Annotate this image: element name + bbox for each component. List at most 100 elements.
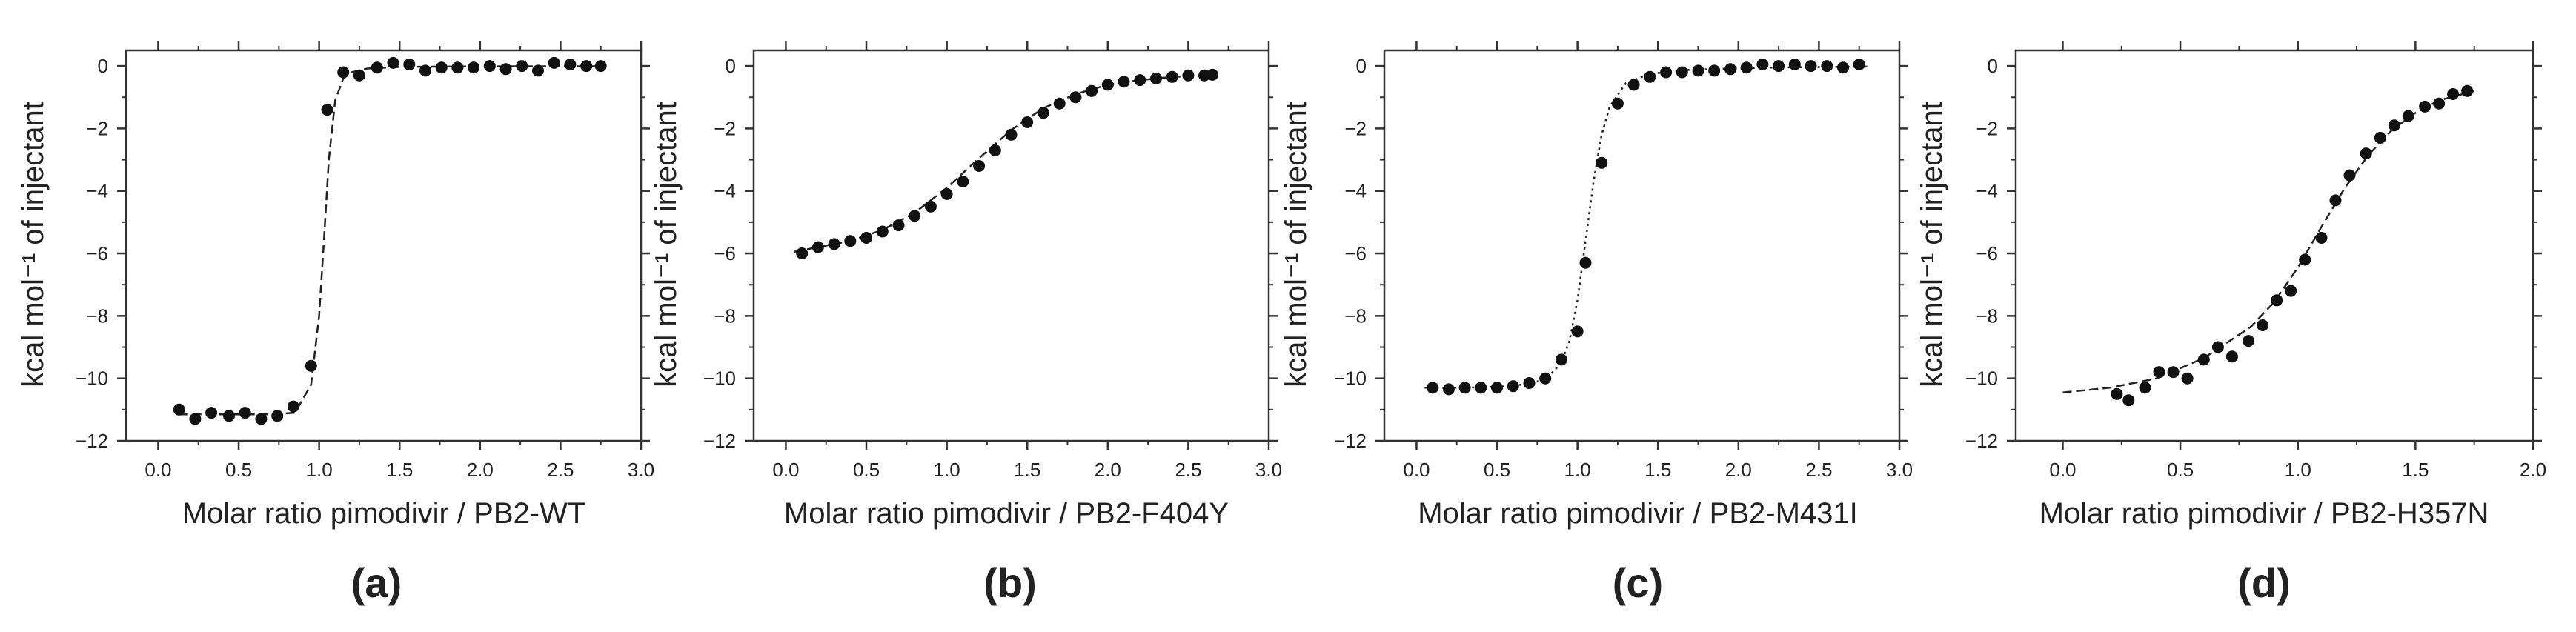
- y-tick-label: −6: [1344, 242, 1367, 265]
- x-tick-label: 3.0: [1886, 459, 1913, 481]
- x-tick-label: 0.5: [225, 459, 252, 481]
- data-point: [287, 400, 299, 413]
- data-point: [1442, 383, 1455, 396]
- x-tick-label: 3.0: [628, 459, 654, 481]
- data-point: [594, 60, 607, 73]
- data-point: [419, 64, 431, 77]
- data-point: [940, 187, 953, 200]
- data-point: [205, 407, 218, 419]
- data-point: [892, 219, 905, 232]
- data-point: [1692, 64, 1704, 77]
- data-point: [371, 61, 383, 74]
- x-tick-label: 0.0: [1403, 459, 1430, 481]
- data-point: [1458, 382, 1471, 394]
- panel-label: (d): [2237, 559, 2291, 606]
- plot-frame: [2014, 49, 2534, 442]
- data-point: [876, 225, 889, 238]
- data-point: [2271, 294, 2283, 307]
- y-axis-label: kcal mol⁻¹ of injectant: [17, 102, 50, 387]
- data-point: [1821, 60, 1833, 73]
- data-point: [483, 60, 496, 73]
- data-point: [2433, 97, 2446, 110]
- data-point: [924, 200, 937, 213]
- data-point: [2225, 350, 2238, 363]
- chart-panel-4: 0 −2 −4 −6 −8 −10 −12 0.0 0.5 1.0 1.5 2.0 kcal mol⁻¹…: [1916, 41, 2546, 606]
- data-point: [1740, 61, 1753, 74]
- data-point: [2197, 353, 2210, 366]
- data-point: [337, 66, 350, 79]
- data-point: [1150, 72, 1162, 84]
- y-tick-label: −10: [76, 367, 108, 390]
- data-point: [844, 235, 857, 247]
- x-tick-label: 1.0: [1564, 459, 1591, 481]
- data-point: [1539, 372, 1552, 385]
- data-point: [1571, 325, 1584, 338]
- data-point: [2419, 100, 2431, 113]
- y-tick-label: −8: [86, 305, 108, 327]
- panel-label: (b): [983, 559, 1037, 606]
- y-tick-label: −8: [714, 305, 736, 327]
- plot-frame: [125, 49, 643, 442]
- data-point: [516, 60, 528, 73]
- data-point: [1206, 68, 1218, 81]
- data-point: [2461, 84, 2474, 97]
- data-point: [451, 61, 464, 74]
- y-tick-label: −4: [86, 180, 108, 202]
- data-point: [1676, 66, 1688, 79]
- data-point: [353, 69, 365, 82]
- data-point: [860, 232, 872, 244]
- data-point: [2181, 372, 2194, 385]
- y-tick-label: −6: [1976, 242, 1998, 265]
- data-point: [305, 359, 317, 372]
- x-tick-label: 1.5: [2402, 459, 2429, 481]
- data-point: [1644, 70, 1656, 83]
- x-tick-label: 1.5: [1014, 459, 1040, 481]
- y-tick-label: −2: [1976, 117, 1998, 139]
- plot-frame: [1383, 49, 1901, 442]
- data-point: [811, 241, 824, 253]
- x-tick-label: 1.5: [1644, 459, 1671, 481]
- y-axis-label: kcal mol⁻¹ of injectant: [1916, 102, 1948, 387]
- y-axis-label: kcal mol⁻¹ of injectant: [650, 102, 683, 387]
- data-point: [468, 61, 480, 74]
- data-point: [1086, 84, 1098, 97]
- data-point: [1837, 61, 1849, 74]
- data-point: [1182, 69, 1195, 82]
- x-tick-label: 2.5: [1805, 459, 1832, 481]
- x-axis-label: Molar ratio pimodivir / PB2-H357N: [2039, 497, 2489, 530]
- data-point: [2315, 232, 2328, 244]
- x-tick-label: 2.5: [1175, 459, 1201, 481]
- x-tick-label: 1.0: [934, 459, 960, 481]
- plot-frame: [752, 49, 1270, 442]
- data-point: [1756, 59, 1769, 70]
- data-point: [1507, 380, 1519, 393]
- data-point: [2122, 394, 2135, 407]
- y-tick-label: −8: [1976, 305, 1998, 327]
- x-tick-label: 1.5: [386, 459, 413, 481]
- data-point: [2402, 110, 2414, 122]
- data-point: [989, 144, 1001, 156]
- y-axis-label: kcal mol⁻¹ of injectant: [1280, 102, 1312, 387]
- data-point: [1579, 256, 1592, 269]
- x-tick-label: 2.0: [1095, 459, 1121, 481]
- data-point: [828, 238, 840, 250]
- x-axis-label: Molar ratio pimodivir / PB2-WT: [182, 497, 586, 530]
- y-tick-label: 0: [98, 55, 108, 77]
- y-tick-label: −2: [714, 117, 736, 139]
- data-point: [271, 410, 284, 422]
- data-point: [1627, 79, 1640, 91]
- x-axis-label: Molar ratio pimodivir / PB2-F404Y: [784, 497, 1229, 530]
- panel-label: (c): [1613, 559, 1663, 606]
- x-tick-label: 0.5: [1484, 459, 1510, 481]
- data-point: [796, 247, 809, 259]
- data-point: [387, 56, 399, 69]
- x-tick-label: 2.0: [2520, 459, 2546, 481]
- data-point: [2343, 169, 2356, 182]
- y-tick-label: −8: [1344, 305, 1367, 327]
- data-point: [1660, 66, 1673, 79]
- data-point: [1491, 382, 1503, 394]
- data-point: [2167, 366, 2180, 379]
- y-tick-label: −10: [1965, 367, 1998, 390]
